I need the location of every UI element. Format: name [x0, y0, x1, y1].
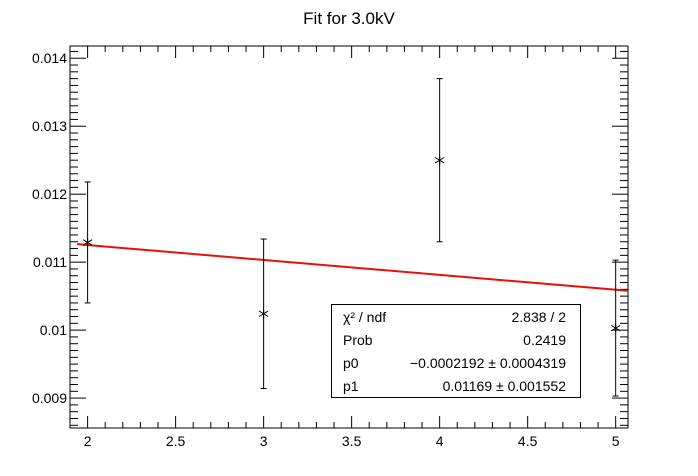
chart-title: Fit for 3.0kV — [303, 9, 395, 28]
x-axis: 2 2.5 3 3.5 4 4.5 5 — [84, 46, 620, 449]
fit-line — [76, 243, 629, 292]
stats-value: −0.0002192 ± 0.0004319 — [410, 355, 566, 371]
y-tick-label: 0.009 — [32, 390, 67, 406]
x-tick-label: 2.5 — [166, 433, 186, 449]
x-tick-label: 2 — [84, 433, 92, 449]
y-tick-label: 0.013 — [32, 118, 67, 134]
stats-label: χ² / ndf — [343, 309, 387, 325]
y-tick-label: 0.012 — [32, 186, 67, 202]
data-points — [82, 78, 621, 397]
stats-row-prob: Prob 0.2419 — [332, 329, 580, 351]
y-tick-label: 0.014 — [32, 50, 67, 66]
x-tick-label: 3.5 — [342, 433, 362, 449]
y-tick-label: 0.011 — [33, 254, 67, 270]
x-tick-label: 5 — [612, 433, 620, 449]
x-tick-label: 4 — [436, 433, 444, 449]
y-tick-label: 0.01 — [40, 322, 67, 338]
data-point — [82, 181, 93, 304]
fit-stats-box: χ² / ndf 2.838 / 2 Prob 0.2419 p0 −0.000… — [331, 304, 581, 398]
stats-row-chi2: χ² / ndf 2.838 / 2 — [332, 306, 580, 328]
plot-frame — [69, 45, 629, 429]
asterisk-marker — [610, 323, 621, 333]
data-point — [610, 259, 621, 397]
asterisk-marker — [258, 309, 269, 319]
stats-value: 0.01169 ± 0.001552 — [442, 378, 566, 394]
asterisk-marker — [82, 237, 93, 247]
stats-value: 2.838 / 2 — [511, 309, 567, 325]
data-point — [434, 78, 445, 243]
data-point — [258, 238, 269, 390]
stats-label: p1 — [343, 378, 359, 394]
x-tick-label: 4.5 — [518, 433, 538, 449]
stats-row-p0: p0 −0.0002192 ± 0.0004319 — [332, 352, 580, 374]
stats-label: p0 — [343, 355, 359, 371]
stats-row-p1: p1 0.01169 ± 0.001552 — [332, 375, 580, 397]
stats-label: Prob — [343, 332, 373, 348]
stats-value: 0.2419 — [523, 332, 566, 348]
x-tick-label: 3 — [260, 433, 268, 449]
y-axis: 0.009 0.01 0.011 0.012 0.013 0.014 — [32, 50, 628, 426]
asterisk-marker — [434, 155, 445, 165]
